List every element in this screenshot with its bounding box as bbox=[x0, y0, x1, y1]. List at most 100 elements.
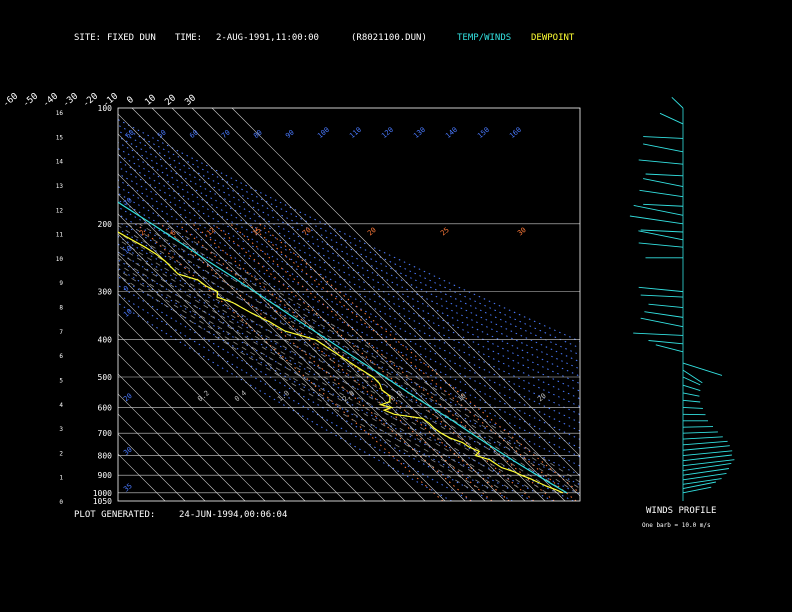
dry-adiabat bbox=[118, 179, 580, 416]
mixing-ratio-line bbox=[230, 223, 555, 501]
pressure-tick-label: 800 bbox=[98, 452, 113, 461]
height-tick-label: 0 bbox=[59, 499, 63, 506]
isotherm-line bbox=[118, 253, 366, 501]
legend-temp-winds: TEMP/WINDS bbox=[457, 33, 512, 43]
dry-adiabat bbox=[118, 186, 580, 424]
isotherm-line bbox=[118, 373, 246, 501]
dry-adiabat bbox=[118, 148, 580, 377]
wind-barb bbox=[643, 203, 684, 207]
mixing-ratio-label: 20 bbox=[366, 226, 378, 238]
dry-adiabat bbox=[118, 142, 580, 370]
temperature-trace bbox=[118, 201, 568, 494]
wind-barb bbox=[648, 340, 684, 345]
mixing-ratio-label: 30 bbox=[516, 226, 528, 238]
wind-barb bbox=[643, 143, 684, 153]
isotherm-line bbox=[118, 413, 206, 501]
isotherm-line bbox=[118, 353, 266, 501]
temperature-tick-label: 10 bbox=[143, 93, 158, 108]
wind-barb bbox=[644, 311, 684, 318]
pressure-tick-label: 400 bbox=[98, 336, 113, 345]
height-tick-label: 1 bbox=[59, 475, 63, 482]
dry-adiabat-label: 35 bbox=[122, 482, 134, 494]
isotherm-line bbox=[118, 313, 306, 501]
wind-barb bbox=[682, 486, 712, 494]
pressure-tick-label: 300 bbox=[98, 288, 113, 297]
pressure-tick-label: 1000 bbox=[93, 489, 112, 498]
wind-barb bbox=[682, 384, 701, 392]
height-tick-label: 3 bbox=[59, 426, 63, 433]
height-tick-label: 4 bbox=[59, 402, 63, 409]
wind-barb bbox=[638, 159, 684, 165]
dry-adiabat-label: 130 bbox=[412, 126, 427, 140]
dry-adiabat bbox=[118, 172, 580, 408]
wind-barb bbox=[682, 454, 732, 462]
mixing-ratio-line bbox=[248, 223, 577, 501]
temperature-tick-label: 20 bbox=[163, 93, 178, 108]
moist-adiabat-label: 1.0 bbox=[276, 389, 291, 403]
wind-barb bbox=[682, 481, 716, 490]
mixing-ratio-line bbox=[259, 223, 580, 494]
dry-adiabat bbox=[118, 259, 554, 501]
moist-adiabat bbox=[118, 251, 518, 494]
height-tick-label: 9 bbox=[59, 280, 63, 287]
dry-adiabat bbox=[118, 160, 580, 392]
dry-adiabat-label: 0 bbox=[122, 284, 130, 293]
dry-adiabat bbox=[118, 220, 580, 467]
isotherm-line bbox=[118, 153, 466, 501]
mixing-ratio-label: 12 bbox=[205, 226, 217, 238]
plot-frame bbox=[117, 107, 581, 502]
pressure-tick-label: 200 bbox=[98, 220, 113, 229]
wind-barb bbox=[682, 426, 714, 428]
moist-adiabat bbox=[118, 269, 488, 494]
height-tick-label: 14 bbox=[56, 159, 64, 166]
wind-barb bbox=[682, 369, 703, 384]
dewpoint-trace bbox=[118, 231, 564, 494]
height-tick-label: 10 bbox=[56, 256, 64, 263]
wind-barb bbox=[671, 96, 684, 109]
mixing-ratio-label: 2 bbox=[138, 229, 146, 238]
wind-barb bbox=[682, 472, 727, 481]
mixing-ratio-label: 25 bbox=[439, 226, 451, 238]
dry-adiabat bbox=[118, 228, 580, 476]
height-tick-label: 16 bbox=[56, 110, 64, 117]
dry-adiabat-label: 60 bbox=[188, 128, 200, 140]
mixing-ratio-label: 15 bbox=[251, 226, 263, 238]
dry-adiabat-label: 160 bbox=[508, 126, 523, 140]
wind-barb bbox=[682, 459, 735, 467]
wind-barb bbox=[655, 344, 684, 353]
legend-dewpoint: DEWPOINT bbox=[531, 33, 575, 43]
wind-barb bbox=[633, 204, 684, 216]
moist-adiabat bbox=[118, 232, 548, 494]
wind-barb bbox=[645, 173, 684, 177]
isotherm-line bbox=[151, 108, 546, 501]
dry-adiabat-label: 10 bbox=[122, 307, 134, 319]
temperature-tick-label: -30 bbox=[61, 91, 80, 109]
dry-adiabat bbox=[118, 199, 580, 440]
dry-adiabat-label: 10 bbox=[122, 244, 134, 256]
dry-adiabat-label: 120 bbox=[380, 126, 395, 140]
dry-adiabat bbox=[118, 154, 580, 385]
isotherm-line bbox=[118, 233, 386, 501]
moist-adiabat-label: 0.2 bbox=[196, 389, 211, 403]
wind-barb bbox=[629, 215, 684, 225]
sounding-traces bbox=[118, 201, 568, 494]
axis-labels: 1002003004005006007008009001000105001234… bbox=[0, 91, 548, 506]
wind-barb bbox=[643, 178, 684, 187]
mixing-ratio-label: 6 bbox=[169, 229, 177, 238]
wind-barb bbox=[682, 376, 701, 386]
wind-barb bbox=[659, 112, 684, 125]
isotherm-line bbox=[211, 108, 580, 477]
wind-barb bbox=[682, 440, 728, 446]
dry-adiabat bbox=[118, 206, 580, 449]
dry-adiabat-lines bbox=[118, 118, 580, 501]
wind-barb bbox=[682, 462, 732, 471]
temperature-tick-label: 30 bbox=[183, 93, 198, 108]
isotherm-line bbox=[118, 393, 226, 501]
dry-adiabat bbox=[118, 302, 452, 501]
dry-adiabat-label: 80 bbox=[252, 128, 264, 140]
generated-value: 24-JUN-1994,00:06:04 bbox=[179, 510, 288, 520]
wind-barb bbox=[682, 392, 700, 397]
pressure-tick-label: 600 bbox=[98, 403, 113, 412]
mixing-ratio-lines bbox=[135, 223, 580, 501]
wind-barb bbox=[640, 294, 684, 298]
